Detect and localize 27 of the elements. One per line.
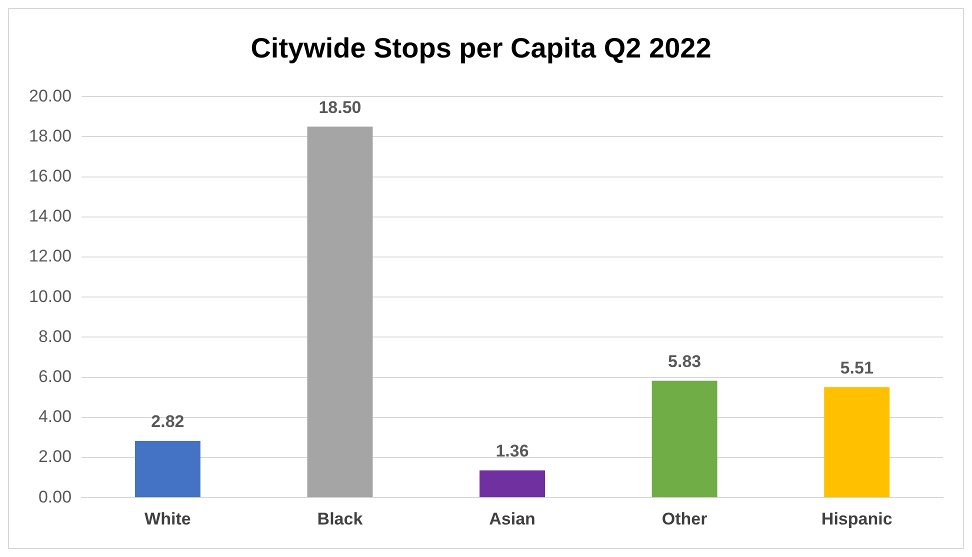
y-tick-label: 2.00 bbox=[38, 447, 72, 466]
y-tick-label: 8.00 bbox=[38, 326, 72, 346]
chart-title: Citywide Stops per Capita Q2 2022 bbox=[250, 32, 712, 64]
y-tick-label: 18.00 bbox=[28, 126, 72, 146]
x-tick-label: Black bbox=[317, 509, 364, 528]
y-tick-label: 4.00 bbox=[38, 407, 72, 426]
bar bbox=[307, 126, 373, 498]
data-label: 5.51 bbox=[840, 358, 874, 378]
y-tick-label: 16.00 bbox=[28, 166, 72, 186]
y-tick-label: 14.00 bbox=[28, 206, 72, 226]
bar bbox=[652, 380, 718, 498]
bar bbox=[480, 470, 546, 498]
bar bbox=[824, 387, 890, 498]
data-label: 18.50 bbox=[318, 98, 362, 117]
y-tick-label: 20.00 bbox=[28, 86, 72, 106]
x-tick-label: Hispanic bbox=[821, 509, 892, 528]
x-tick-label: Other bbox=[662, 509, 708, 528]
y-tick-label: 10.00 bbox=[28, 286, 72, 306]
bar bbox=[134, 441, 200, 498]
y-tick-label: 12.00 bbox=[28, 246, 72, 266]
data-label: 1.36 bbox=[496, 442, 529, 461]
x-tick-label: Asian bbox=[489, 509, 536, 528]
y-tick-label: 6.00 bbox=[38, 366, 72, 386]
data-label: 5.83 bbox=[668, 352, 702, 371]
x-tick-label: White bbox=[144, 509, 191, 528]
data-label: 2.82 bbox=[151, 412, 184, 432]
y-tick-label: 0.00 bbox=[38, 487, 72, 506]
